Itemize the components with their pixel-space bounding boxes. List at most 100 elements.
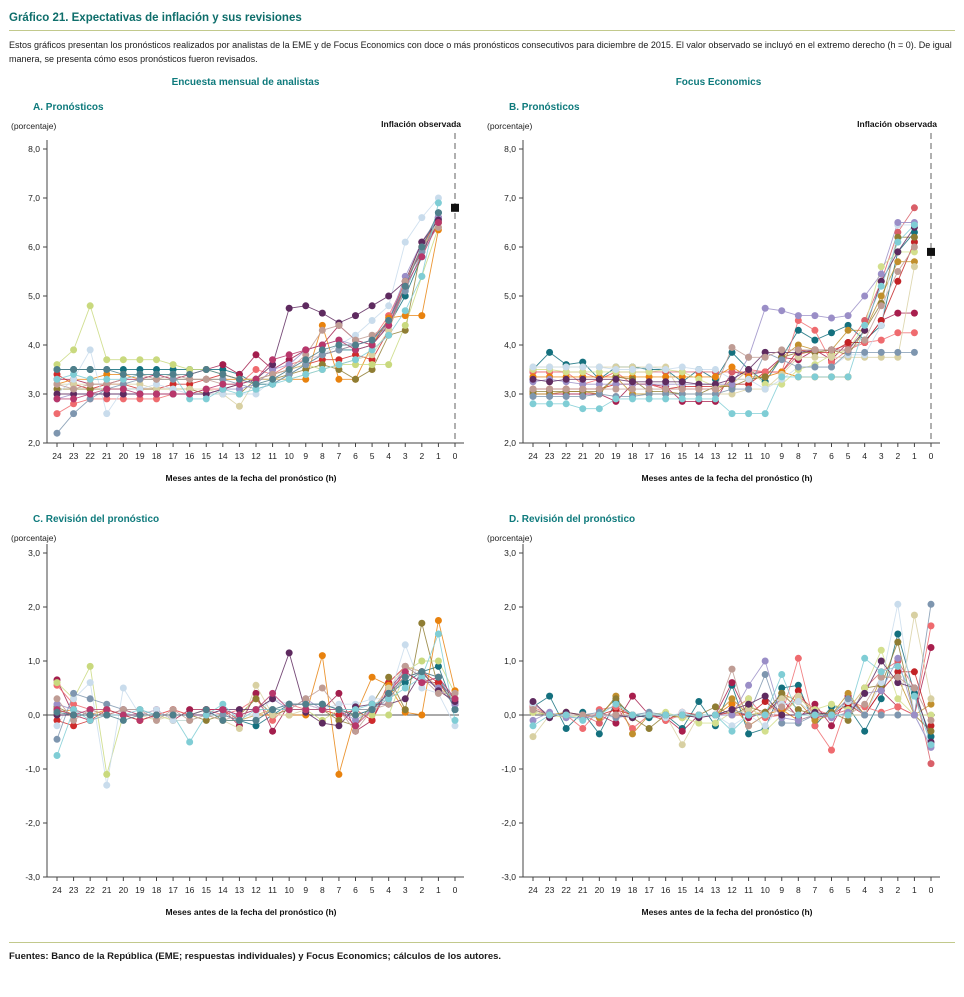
svg-text:18: 18 bbox=[152, 885, 162, 895]
svg-text:23: 23 bbox=[545, 885, 555, 895]
svg-text:21: 21 bbox=[578, 451, 588, 461]
svg-text:-3,0: -3,0 bbox=[25, 872, 40, 882]
panel-b-title: B. Pronósticos bbox=[509, 101, 580, 113]
svg-text:16: 16 bbox=[661, 885, 671, 895]
svg-text:9: 9 bbox=[303, 451, 308, 461]
svg-text:24: 24 bbox=[52, 451, 62, 461]
svg-text:22: 22 bbox=[85, 451, 95, 461]
svg-text:14: 14 bbox=[694, 885, 704, 895]
svg-text:12: 12 bbox=[727, 451, 737, 461]
svg-text:23: 23 bbox=[69, 451, 79, 461]
svg-text:2,0: 2,0 bbox=[28, 438, 40, 448]
panel-c-chart: 3,0 2,0 1,0 0,0 -1,0 -2,0 -3,0 24 23 22 21 20 19 18 17… bbox=[9, 527, 471, 936]
svg-text:18: 18 bbox=[152, 451, 162, 461]
svg-text:3,0: 3,0 bbox=[504, 389, 516, 399]
svg-text:-1,0: -1,0 bbox=[501, 764, 516, 774]
svg-text:13: 13 bbox=[711, 451, 721, 461]
figure-description: Estos gráficos presentan los pronósticos… bbox=[9, 40, 952, 64]
svg-text:0: 0 bbox=[453, 885, 458, 895]
svg-text:13: 13 bbox=[235, 451, 245, 461]
svg-text:2: 2 bbox=[419, 885, 424, 895]
svg-text:9: 9 bbox=[779, 451, 784, 461]
svg-text:13: 13 bbox=[711, 885, 721, 895]
svg-text:0,0: 0,0 bbox=[28, 710, 40, 720]
svg-text:12: 12 bbox=[727, 885, 737, 895]
svg-text:15: 15 bbox=[678, 451, 688, 461]
svg-text:7,0: 7,0 bbox=[28, 193, 40, 203]
svg-text:17: 17 bbox=[644, 451, 654, 461]
svg-text:16: 16 bbox=[185, 885, 195, 895]
svg-text:4: 4 bbox=[386, 451, 391, 461]
svg-text:24: 24 bbox=[528, 885, 538, 895]
svg-text:22: 22 bbox=[561, 451, 571, 461]
svg-text:6,0: 6,0 bbox=[28, 242, 40, 252]
svg-text:Inflación observada: Inflación observada bbox=[857, 119, 937, 129]
svg-text:1,0: 1,0 bbox=[28, 656, 40, 666]
svg-text:24: 24 bbox=[52, 885, 62, 895]
figure-title: Gráfico 21. Expectativas de inflación y … bbox=[9, 12, 302, 24]
svg-text:15: 15 bbox=[678, 885, 688, 895]
svg-text:19: 19 bbox=[135, 451, 145, 461]
svg-text:0: 0 bbox=[929, 451, 934, 461]
svg-text:10: 10 bbox=[284, 451, 294, 461]
title-divider bbox=[9, 30, 955, 31]
svg-text:20: 20 bbox=[595, 885, 605, 895]
svg-text:8,0: 8,0 bbox=[28, 144, 40, 154]
svg-text:19: 19 bbox=[611, 451, 621, 461]
svg-text:(porcentaje): (porcentaje) bbox=[487, 121, 533, 131]
svg-text:20: 20 bbox=[595, 451, 605, 461]
svg-text:2,0: 2,0 bbox=[504, 602, 516, 612]
panel-c-title: C. Revisión del pronóstico bbox=[33, 513, 160, 525]
svg-text:21: 21 bbox=[102, 451, 112, 461]
svg-text:22: 22 bbox=[561, 885, 571, 895]
svg-text:4: 4 bbox=[862, 885, 867, 895]
svg-text:Meses antes de la fecha del pr: Meses antes de la fecha del pronóstico (… bbox=[642, 907, 813, 917]
svg-text:23: 23 bbox=[69, 885, 79, 895]
svg-text:2: 2 bbox=[895, 451, 900, 461]
svg-text:13: 13 bbox=[235, 885, 245, 895]
svg-text:3,0: 3,0 bbox=[504, 548, 516, 558]
svg-text:15: 15 bbox=[202, 451, 212, 461]
svg-text:8: 8 bbox=[320, 885, 325, 895]
panel-a-chart: 8,0 7,0 6,0 5,0 4,0 3,0 2,0 24 23 22 21 20 19 18 17 16 1… bbox=[9, 115, 471, 502]
svg-text:16: 16 bbox=[661, 451, 671, 461]
svg-text:7: 7 bbox=[337, 885, 342, 895]
svg-text:Meses antes de la fecha del pr: Meses antes de la fecha del pronóstico (… bbox=[166, 907, 337, 917]
svg-text:21: 21 bbox=[102, 885, 112, 895]
svg-text:4,0: 4,0 bbox=[504, 340, 516, 350]
svg-text:6: 6 bbox=[353, 451, 358, 461]
svg-text:-1,0: -1,0 bbox=[25, 764, 40, 774]
svg-text:7: 7 bbox=[337, 451, 342, 461]
svg-text:8: 8 bbox=[796, 885, 801, 895]
panel-d-chart: 3,0 2,0 1,0 0,0 -1,0 -2,0 -3,0 24 23 22 21 20 19 18 17… bbox=[485, 527, 947, 936]
svg-text:20: 20 bbox=[119, 885, 129, 895]
svg-text:4: 4 bbox=[386, 885, 391, 895]
svg-text:4: 4 bbox=[862, 451, 867, 461]
svg-text:1: 1 bbox=[912, 885, 917, 895]
svg-text:-2,0: -2,0 bbox=[25, 818, 40, 828]
panel-a-title: A. Pronósticos bbox=[33, 101, 104, 113]
svg-text:7: 7 bbox=[813, 885, 818, 895]
figure-page: Gráfico 21. Expectativas de inflación y … bbox=[9, 12, 955, 962]
column-header-focus: Focus Economics bbox=[675, 76, 762, 88]
svg-text:18: 18 bbox=[628, 451, 638, 461]
svg-text:(porcentaje): (porcentaje) bbox=[11, 121, 57, 131]
svg-text:2: 2 bbox=[419, 451, 424, 461]
svg-text:19: 19 bbox=[135, 885, 145, 895]
svg-text:14: 14 bbox=[218, 451, 228, 461]
svg-text:12: 12 bbox=[251, 885, 261, 895]
svg-text:3: 3 bbox=[403, 885, 408, 895]
column-headers: Encuesta mensual de analistas Focus Econ… bbox=[9, 77, 955, 88]
svg-text:0: 0 bbox=[929, 885, 934, 895]
svg-text:9: 9 bbox=[779, 885, 784, 895]
svg-text:2,0: 2,0 bbox=[28, 602, 40, 612]
svg-text:4,0: 4,0 bbox=[28, 340, 40, 350]
svg-text:8,0: 8,0 bbox=[504, 144, 516, 154]
svg-text:3: 3 bbox=[403, 451, 408, 461]
svg-text:23: 23 bbox=[545, 451, 555, 461]
svg-text:1: 1 bbox=[912, 451, 917, 461]
svg-text:11: 11 bbox=[268, 451, 277, 461]
svg-text:Inflación observada: Inflación observada bbox=[381, 119, 461, 129]
panels-grid: A. Pronósticos 8,0 7,0 6,0 5,0 4,0 3,0 2,0 24 23… bbox=[9, 90, 955, 936]
svg-text:12: 12 bbox=[251, 451, 261, 461]
